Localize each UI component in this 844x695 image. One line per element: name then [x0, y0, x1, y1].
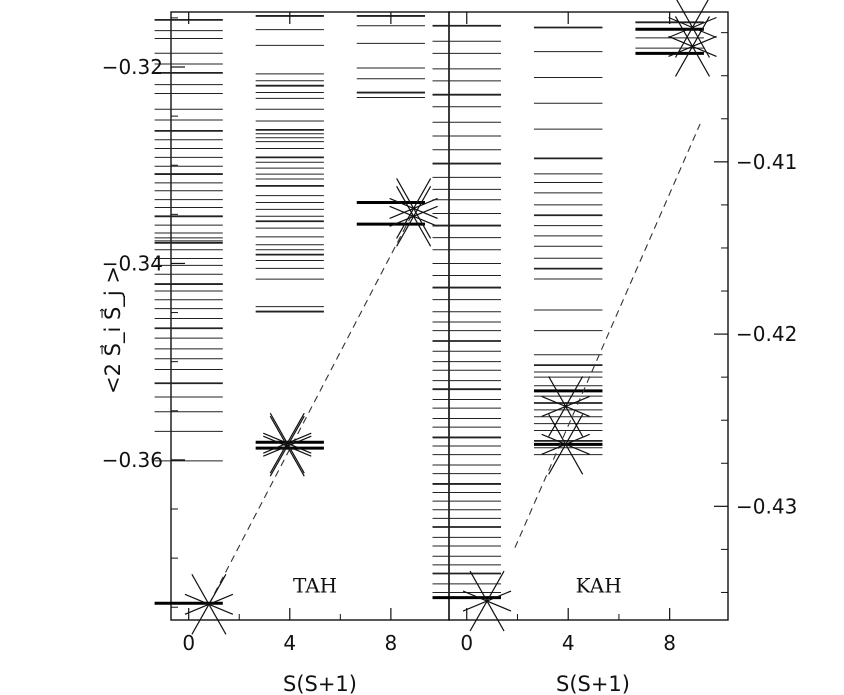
- kah-marker-stroke: [668, 35, 717, 58]
- y-axis-label: <2 S⃗_i S⃗_j >: [100, 266, 126, 394]
- tah-marker: [263, 412, 312, 474]
- x-axis-label-kah: S(S+1): [556, 672, 630, 695]
- kah-marker: [668, 0, 717, 58]
- kah-marker: [462, 570, 512, 632]
- tah-marker: [389, 186, 438, 247]
- x-axis-label-tah: S(S+1): [283, 672, 357, 695]
- kah-plot-frame: [448, 11, 729, 621]
- kah-marker: [668, 16, 717, 77]
- tah-y-tick-label: −0.36: [102, 448, 163, 472]
- kah-marker: [541, 414, 590, 475]
- kah-x-tick-label: 4: [562, 631, 575, 655]
- tah-plot-frame: [170, 11, 450, 621]
- tah-marker-stroke: [263, 435, 312, 457]
- kah-marker-stroke: [541, 433, 590, 455]
- tah-marker-stroke: [389, 205, 438, 227]
- tah-x-tick-label: 8: [385, 631, 398, 655]
- kah-y-tick-label: −0.43: [736, 494, 797, 518]
- tah-marker-stroke: [263, 432, 312, 454]
- tah-panel: 0 4 8 −0.32 −0.34 −0.36 TAH: [102, 11, 450, 655]
- tah-marker: [389, 178, 438, 239]
- tah-panel-label: TAH: [293, 574, 337, 598]
- tah-marker: [184, 573, 234, 635]
- kah-fit-line: [514, 123, 701, 548]
- kah-marker-stroke: [462, 590, 512, 612]
- tah-y-tick-label: −0.32: [102, 55, 163, 79]
- kah-x-tick-label: 0: [460, 631, 473, 655]
- tah-marker: [263, 415, 312, 477]
- tah-y-tick-label: −0.34: [102, 251, 163, 275]
- tah-x-tick-label: 0: [182, 631, 195, 655]
- kah-marker: [541, 376, 590, 437]
- tah-marker-stroke: [184, 593, 234, 615]
- kah-marker-stroke: [668, 16, 717, 39]
- tah-fit-line: [208, 211, 415, 605]
- tah-marker-stroke: [389, 197, 438, 219]
- kah-x-tick-label: 8: [663, 631, 676, 655]
- kah-marker-stroke: [541, 395, 590, 417]
- kah-panel: 0 4 8 −0.41 −0.42 −0.43 KAH: [432, 0, 797, 655]
- kah-y-tick-label: −0.41: [736, 150, 797, 174]
- kah-panel-label: KAH: [576, 574, 622, 598]
- kah-y-tick-label: −0.42: [736, 322, 797, 346]
- tah-x-tick-label: 4: [283, 631, 296, 655]
